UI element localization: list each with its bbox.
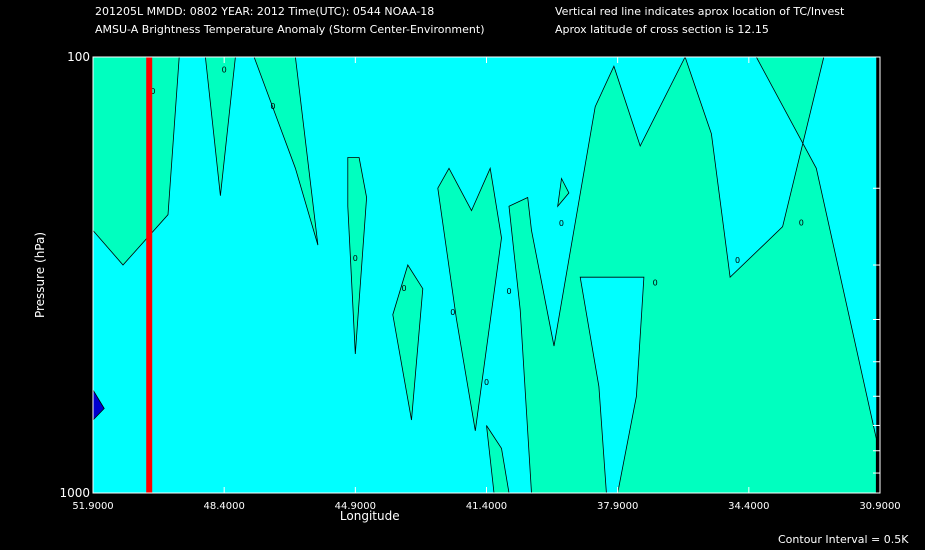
anomaly-region-positive-9 [557,177,570,208]
contour-label-5: 0 [402,284,407,293]
contour-label-6: 0 [450,308,455,317]
contour-label-2: 0 [222,65,227,74]
anomaly-region-positive-4 [347,157,368,355]
y-tick-label-2: 1000 [59,486,90,500]
tc-location-line [146,57,153,493]
contour-label-3: 0 [270,102,275,111]
header-line2-left: AMSU-A Brightness Temperature Anomaly (S… [95,23,485,36]
contour-label-8: 0 [506,287,511,296]
anomaly-region-positive-5 [392,264,424,421]
axis-ticks [92,57,881,493]
x-tick-label-3: 44.9000 [335,501,376,512]
header-line1-left: 201205L MMDD: 0802 YEAR: 2012 Time(UTC):… [95,5,435,18]
x-axis-label: Longitude [340,509,400,523]
no-data-region [876,57,880,493]
axis-tick-labels: 51.9000 48.4000 44.9000 41.4000 37.9000 34.40… [59,50,900,512]
anomaly-regions [92,55,877,494]
header-line1-right: Vertical red line indicates aprox locati… [555,5,845,18]
y-tick-label-1: 100 [67,50,90,64]
contour-interval-label: Contour Interval = 0.5K [778,533,909,546]
x-tick-label-1: 51.9000 [72,501,113,512]
x-tick-label-2: 48.4000 [203,501,244,512]
x-tick-label-4: 41.4000 [466,501,507,512]
y-axis-label: Pressure (hPa) [33,232,47,318]
x-tick-label-7: 30.9000 [859,501,900,512]
x-tick-label-5: 37.9000 [597,501,638,512]
contour-label-11: 0 [735,256,740,265]
contour-label-4: 0 [353,254,358,263]
contour-label-9: 0 [559,219,564,228]
x-tick-label-6: 34.4000 [728,501,769,512]
contour-label-1: 0 [150,87,155,96]
header-line2-right: Aprox latitude of cross section is 12.15 [555,23,769,36]
contour-label-10: 0 [653,279,658,288]
anomaly-region-positive-6 [437,166,502,431]
contour-labels: 0 0 0 0 0 0 0 0 0 0 0 0 [150,65,803,387]
contour-label-7: 0 [484,378,489,387]
contour-label-12: 0 [799,218,804,227]
